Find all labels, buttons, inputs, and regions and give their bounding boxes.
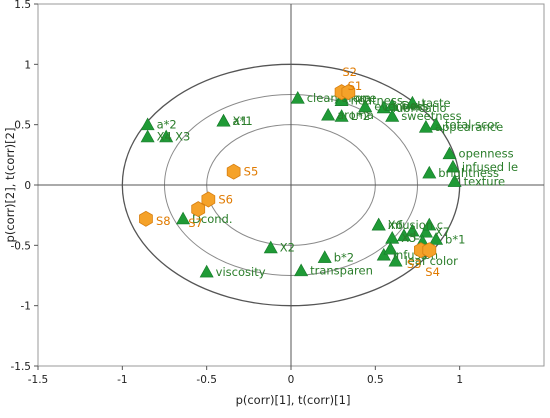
- variable-label: Dcond.: [192, 212, 232, 226]
- variable-point: [290, 91, 305, 104]
- variable-label: X2: [280, 241, 295, 255]
- x-tick-label: -1: [117, 374, 127, 386]
- variable-label: b*2: [334, 250, 354, 264]
- variable-label: brightness: [438, 166, 499, 180]
- ticks-layer: -1.5 -1 -0.5 0 0.5 1 1.5 1 0.5 0 -0.5 -1 -1.5: [11, 0, 464, 386]
- variable-label: L: [413, 229, 420, 243]
- y-tick-label: 1.5: [14, 0, 31, 11]
- x-tick-label: 1: [456, 374, 463, 386]
- variable-point: [371, 217, 386, 231]
- y-tick-label: 0.5: [14, 120, 31, 132]
- variable-point: [317, 250, 332, 263]
- variable-point: [422, 165, 437, 179]
- y-axis-title: p(corr)[2], t(corr)[2]: [3, 128, 17, 243]
- y-tick-label: 0: [24, 180, 31, 192]
- variable-point: [429, 232, 444, 245]
- variable-point: [385, 230, 400, 244]
- variable-label: infusion c: [388, 218, 443, 232]
- variable-point: [159, 129, 174, 143]
- variable-point: [385, 109, 400, 122]
- y-tick-label: -1: [21, 301, 31, 313]
- variable-label: heatness: [351, 94, 403, 108]
- variable-label: b*1: [445, 232, 465, 246]
- variable-label: taste: [421, 96, 450, 110]
- variable-point: [263, 240, 278, 254]
- observation-point: [139, 210, 153, 227]
- variable-label: a*2: [157, 118, 177, 132]
- variable-point: [418, 119, 433, 133]
- variable-point: [176, 211, 191, 225]
- y-tick-label: -1.5: [11, 361, 32, 373]
- variable-label: infused le: [462, 160, 518, 174]
- variable-point: [418, 224, 433, 238]
- variable-label: X3: [175, 130, 190, 144]
- observation-label: S2: [342, 65, 357, 79]
- variable-label: leaf color: [405, 254, 459, 268]
- variable-point: [442, 146, 457, 160]
- variable-label: L*2: [351, 109, 370, 123]
- variable-point: [388, 253, 403, 267]
- variable-point: [429, 117, 444, 131]
- observation-point: [191, 201, 206, 218]
- variable-label: a*1: [233, 114, 253, 128]
- variable-point: [321, 107, 336, 121]
- variable-label: appearance: [435, 120, 503, 134]
- variable-point: [334, 109, 349, 122]
- variable-point: [405, 95, 420, 109]
- variable-point: [383, 241, 398, 255]
- variable-point: [445, 159, 460, 173]
- observation-label: S7: [188, 216, 203, 230]
- observation-point: [341, 84, 356, 101]
- variable-label: rope: [351, 91, 377, 105]
- variable-point: [216, 113, 231, 127]
- observation-point: [226, 163, 241, 180]
- variable-label: X1: [233, 114, 248, 128]
- observation-label: S3: [407, 257, 422, 271]
- observation-point: [201, 191, 216, 208]
- variable-point: [422, 217, 437, 231]
- variable-label: texture: [464, 174, 506, 188]
- variable-point: [405, 223, 420, 237]
- y-tick-label: 1: [24, 59, 31, 71]
- variable-label: evenness: [374, 100, 429, 114]
- observation-label: S5: [244, 165, 259, 179]
- variable-label: X5: [401, 231, 416, 245]
- x-axis-title: p(corr)[1], t(corr)[1]: [236, 393, 351, 407]
- observation-point: [422, 242, 437, 259]
- x-tick-label: 0: [288, 374, 295, 386]
- variable-point: [447, 174, 462, 187]
- x-tick-label: -1.5: [28, 374, 49, 386]
- x-tick-label: 0.5: [367, 374, 384, 386]
- variable-label: openness: [459, 147, 514, 161]
- observation-label: S1: [348, 79, 363, 93]
- observation-label: S6: [218, 192, 233, 206]
- variable-point: [140, 129, 155, 143]
- variable-label: X7: [435, 225, 450, 239]
- variable-point: [199, 264, 214, 278]
- variable-point: [294, 263, 309, 277]
- variable-label: DoH: [401, 98, 426, 112]
- variable-label: total scor: [445, 118, 499, 132]
- variable-label: viscosity: [216, 265, 266, 279]
- variable-label: X6: [388, 218, 403, 232]
- variable-label: X4: [157, 130, 172, 144]
- variable-label: transparen: [310, 264, 373, 278]
- observation-label: S4: [425, 265, 440, 279]
- variable-label: aroma: [337, 108, 374, 122]
- variable-point: [358, 99, 373, 113]
- observation-label: S8: [156, 214, 171, 228]
- variable-label: sweetness: [401, 109, 461, 123]
- y-tick-label: -0.5: [11, 240, 32, 252]
- x-tick-label: -0.5: [196, 374, 217, 386]
- variable-label: lubricatio: [393, 101, 447, 115]
